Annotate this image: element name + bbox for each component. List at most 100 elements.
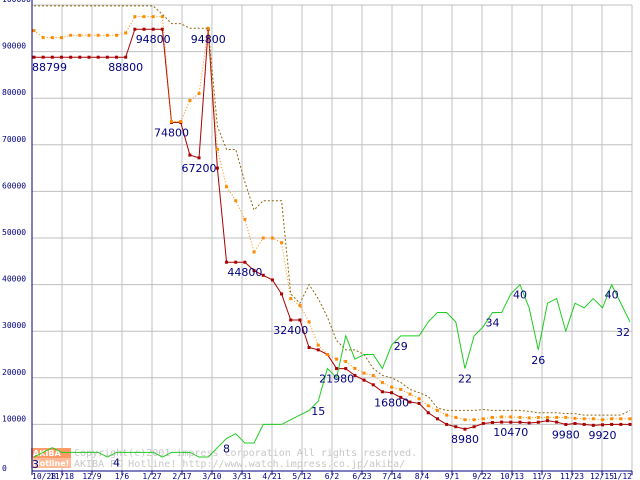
series-lines [32,5,632,458]
data-label: 21980 [319,373,354,386]
series-line [34,28,630,430]
series-point [399,387,403,391]
series-point [335,357,339,361]
data-labels: 88799 88800 94800 74800 67200 94800 44800 32400… [32,33,630,471]
series-point [527,416,531,420]
series-point [573,416,577,420]
data-label: 74800 [154,126,189,139]
data-label: 94800 [191,33,226,46]
y-tick-label: 20000 [2,368,26,377]
x-tick-label: 11/23 [560,472,584,480]
series-point [215,166,219,170]
series-point [362,378,366,382]
series-point [371,373,375,377]
data-label: 67200 [182,162,217,175]
watermark-logo-top [31,448,71,458]
series-point [151,27,155,31]
y-tick-label: 50000 [2,228,26,237]
series-point [380,380,384,384]
y-tick-label: 40000 [2,275,26,284]
y-tick-label: 60000 [2,181,26,190]
series-point [261,236,265,240]
x-tick-label: 5/12 [292,472,311,480]
series-point [564,415,568,419]
series-point [87,55,91,59]
watermark-logo-bottom-text: Hotline! [33,459,69,468]
watermark-logo-top-text: AKIBA [33,449,61,458]
y-axis-ticks: 0 10000 20000 30000 40000 50000 60000 70000 8000… [2,0,31,473]
series-point [316,343,320,347]
series-point [87,33,91,37]
series-point [243,260,247,264]
y-tick-label: 80000 [2,88,26,97]
data-label: 10470 [493,426,528,439]
series-line [33,283,631,458]
series-point [481,421,485,425]
series-point [225,185,229,189]
data-label: 26 [531,354,545,367]
series-point [353,373,357,377]
series-line [33,16,630,421]
series-point [426,411,430,415]
data-label: 4 [113,456,120,469]
series-point [252,250,256,254]
series-point [435,417,439,421]
series-point [408,400,412,404]
series-point [96,33,100,37]
x-tick-label: 1/12 [613,472,632,480]
x-tick-label: 9/22 [472,472,491,480]
x-tick-label: 11/3 [532,472,551,480]
x-tick-label: 11/18 [50,472,74,480]
series-point [78,33,82,37]
data-label: 16800 [374,397,409,410]
series-point [78,55,82,59]
x-tick-label: 3/31 [232,472,251,480]
series-point [105,55,109,59]
series-point [280,292,284,296]
series-point [582,417,586,421]
series-point [270,278,274,282]
y-tick-label: 90000 [2,42,26,51]
series-point [435,408,439,412]
series-point [170,120,174,123]
y-tick-label: 0 [2,464,7,473]
series-point [188,153,192,157]
series-point [124,31,128,35]
y-tick-label: 100000 [2,0,31,4]
series-point [32,29,36,33]
series-point [133,15,137,19]
series-point [252,269,256,273]
x-tick-label: 6/23 [352,472,371,480]
data-label: 9920 [588,429,616,442]
x-tick-label: 9/1 [445,472,460,480]
series-point [472,418,476,422]
series-point [518,415,522,419]
x-tick-label: 7/14 [382,472,401,480]
series-point [509,415,513,419]
series-point [481,417,485,421]
x-tick-label: 2/17 [172,472,191,480]
series-point [270,236,274,240]
series-point [50,36,54,40]
series-point [399,395,403,399]
series-point [325,353,329,356]
y-tick-label: 30000 [2,321,26,330]
watermark-url: AKIBA PC Hotline! http://www.watch.impre… [74,459,405,470]
series-point [105,33,109,37]
watermark: AKIBA Hotline! Copyright(c)2001 impress … [31,448,417,470]
series-point [316,348,320,352]
series-point [472,425,476,429]
series-point [60,36,64,40]
series-point [179,120,183,123]
series-point [115,55,119,59]
series-point [234,199,238,203]
series-point [160,15,164,19]
series-point [298,304,302,308]
series-point [206,26,210,30]
data-label: 40 [605,289,619,302]
series-point [50,55,54,59]
series-point [445,422,449,426]
series-point [564,422,568,426]
x-tick-label: 10/13 [500,472,524,480]
x-tick-label: 10/28 [32,472,56,480]
